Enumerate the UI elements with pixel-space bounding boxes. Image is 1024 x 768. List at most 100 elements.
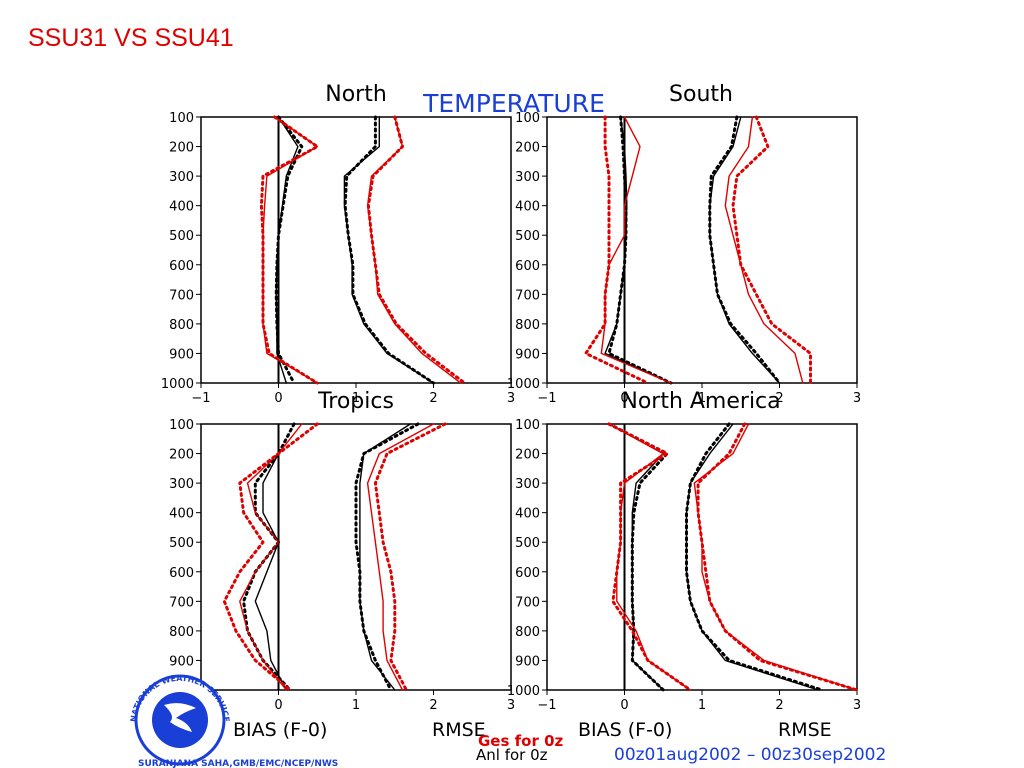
series-line-red-dotted [259,115,319,385]
y-tick-label: 200 [169,448,194,463]
y-tick-label: 500 [169,536,194,551]
x-tick-label: 1 [352,698,360,713]
series-line-red-dotted [584,115,650,385]
nws-logo: NATIONAL WEATHER SERVICE [129,674,231,766]
slide-title: SSU31 VS SSU41 [28,24,234,52]
series-line-red-solid [366,423,435,691]
y-tick-label: 700 [515,595,540,610]
series-line-black-solid [709,116,781,384]
y-tick-label: 100 [515,111,540,126]
panel-title: South [669,82,733,107]
xlabel-bias-right: BIAS (F-0) [578,719,672,741]
x-tick-label: 3 [507,698,515,713]
x-tick-label: 0 [620,698,628,713]
y-tick-label: 900 [169,347,194,362]
series-line-black-dotted [607,115,673,385]
x-tick-label: 2 [429,698,437,713]
series-line-black-solid [604,116,672,384]
y-tick-label: 400 [169,200,194,215]
y-tick-label: 600 [169,566,194,581]
y-tick-label: 900 [169,654,194,669]
y-tick-label: 900 [515,654,540,669]
series-line-red-solid [724,116,804,384]
series-line-black-solid [608,423,664,691]
y-tick-label: 400 [515,200,540,215]
x-tick-label: 0 [620,391,628,406]
y-tick-label: 600 [515,566,540,581]
xlabel-bias-left: BIAS (F-0) [233,719,327,741]
y-tick-label: 700 [169,288,194,303]
series-line-black-dotted [354,422,420,692]
y-tick-label: 700 [515,288,540,303]
y-tick-label: 500 [515,536,540,551]
y-tick-label: 800 [515,625,540,640]
y-tick-label: 100 [169,111,194,126]
xlabel-rmse-right: RMSE [778,719,832,741]
series-line-red-dotted [222,422,319,692]
x-tick-label: 1 [352,391,360,406]
x-tick-label: 2 [775,391,783,406]
series-line-red-dotted [696,422,859,692]
tornado-icon [164,703,196,732]
date-range: 00z01aug2002 – 00z30sep2002 [614,745,886,765]
y-tick-label: 200 [169,141,194,156]
y-tick-label: 300 [169,477,194,492]
series-line-red-dotted [607,422,692,692]
y-tick-label: 1000 [161,377,194,392]
x-tick-label: 0 [274,391,282,406]
y-tick-label: 100 [169,418,194,433]
panel-tropics: 1002003004005006007008009001000−10123Tro… [161,389,515,713]
plot-frame [200,116,512,384]
y-tick-label: 300 [515,477,540,492]
x-tick-label: −1 [537,698,556,713]
xlabel-rmse-left: RMSE [432,719,486,741]
y-tick-label: 800 [169,318,194,333]
panel-north: 100 200 300 400 500 600 700 800 900 1000−1 0 1 2 3 Nor… [161,82,515,406]
series-line-black-dotted [274,115,304,385]
y-tick-label: 300 [515,170,540,185]
series-line-black-solid [254,423,287,691]
series-line-black-dotted [708,115,781,385]
series-line-red-solid [262,116,318,384]
panel-south: 100 200 300 400 500 600 700 800 900 1000−1 0 1 2 3 Sou… [507,82,861,406]
y-tick-label: 700 [169,595,194,610]
series-line-red-solid [239,423,303,691]
y-tick-label: 1000 [507,377,540,392]
panel-title: North America [621,389,780,414]
x-tick-label: 2 [775,698,783,713]
series-line-red-solid [600,116,672,384]
y-tick-label: 800 [169,625,194,640]
y-tick-label: 200 [515,141,540,156]
series-line-red-dotted [731,115,812,385]
x-tick-label: −1 [191,391,210,406]
series-line-black-solid [359,423,411,691]
x-tick-label: 2 [429,391,437,406]
series-line-black-solid [343,116,435,384]
series-line-black-dotted [343,115,435,385]
y-tick-label: 500 [515,229,540,244]
y-tick-label: 600 [169,259,194,274]
series-line-black-dotted [685,422,824,692]
legend-anl: Anl for 0z [476,746,548,764]
y-tick-label: 500 [169,229,194,244]
y-tick-label: 400 [515,507,540,522]
x-tick-label: 0 [274,698,282,713]
x-tick-label: 3 [853,698,861,713]
main-title: TEMPERATURE [422,89,605,118]
panel-title: Tropics [317,389,394,414]
x-tick-label: 3 [853,391,861,406]
x-tick-label: 1 [698,698,706,713]
x-tick-label: 1 [698,391,706,406]
panel-title: North [325,82,387,107]
x-tick-label: −1 [537,391,556,406]
x-tick-label: 3 [507,391,515,406]
y-tick-label: 600 [515,259,540,274]
y-tick-label: 400 [169,507,194,522]
series-line-black-dotted [607,422,669,692]
series-line-red-dotted [373,422,447,692]
y-tick-label: 200 [515,448,540,463]
legend-ges: Ges for 0z [478,732,564,750]
